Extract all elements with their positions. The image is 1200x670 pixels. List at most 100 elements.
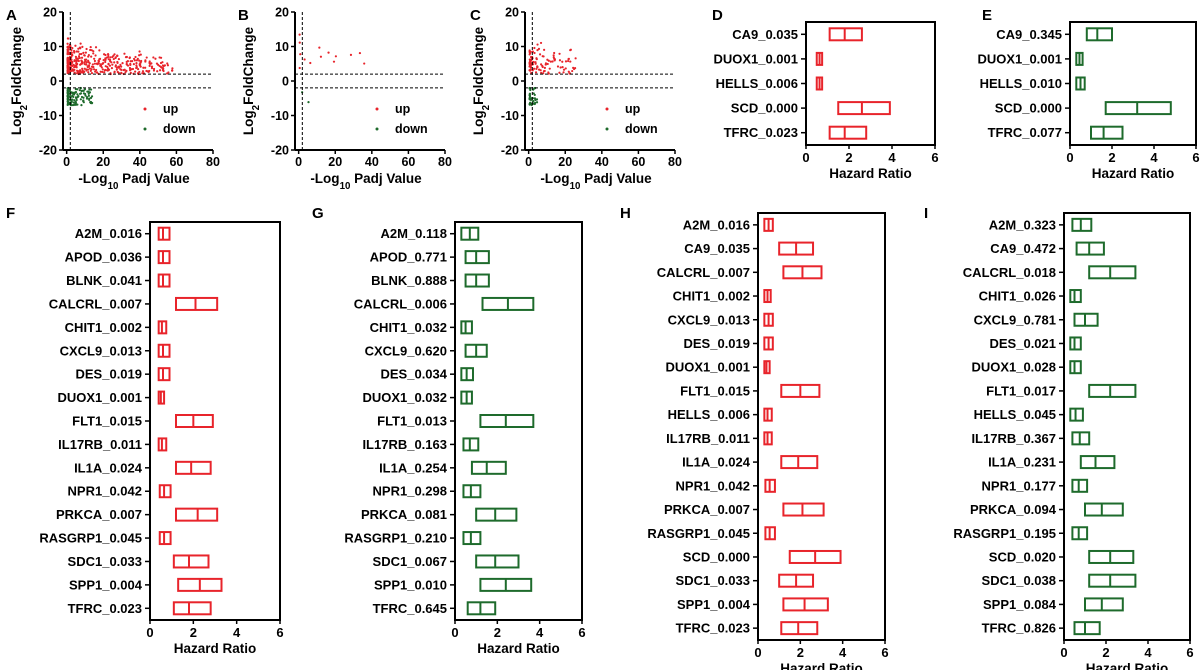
x-tick-label: 2 — [1102, 645, 1109, 660]
x-tick-label: 4 — [1144, 645, 1152, 660]
down-point — [528, 86, 531, 90]
y-axis-title-part-2: FoldChange — [241, 26, 256, 104]
up-point — [540, 71, 543, 74]
hr-box — [175, 507, 219, 522]
x-tick-label: 6 — [276, 625, 283, 640]
up-point — [114, 65, 117, 68]
up-point — [535, 67, 538, 70]
gene-label: IL17RB_0.011 — [58, 437, 142, 452]
up-point — [77, 55, 81, 58]
gene-label: DUOX1_0.028 — [971, 360, 1056, 375]
down-point — [533, 102, 536, 106]
up-point — [101, 62, 105, 65]
up-point — [138, 64, 141, 67]
up-point — [100, 66, 103, 69]
gene-label: FLT1_0.017 — [986, 383, 1056, 398]
gene-label: TFRC_0.826 — [982, 621, 1056, 636]
up-point — [120, 65, 123, 68]
down-point — [87, 92, 90, 95]
up-point — [83, 67, 86, 70]
gene-label: RASGRP1_0.210 — [344, 531, 447, 546]
down-point — [82, 101, 85, 104]
up-point — [543, 66, 546, 69]
up-point — [546, 58, 549, 61]
up-point — [349, 53, 353, 56]
up-point — [537, 47, 541, 50]
up-point — [94, 54, 97, 57]
gene-label: TFRC_0.077 — [988, 125, 1062, 140]
gene-label: HELLS_0.045 — [974, 407, 1056, 422]
y-tick-label: -20 — [501, 144, 519, 158]
hr-box — [1073, 621, 1101, 636]
x-tick-label: 60 — [631, 155, 645, 169]
x-tick-label: 40 — [595, 155, 609, 169]
gene-label: CXCL9_0.781 — [974, 312, 1056, 327]
up-point — [123, 52, 126, 55]
gene-label: SPP1_0.010 — [374, 577, 447, 592]
gene-label: A2M_0.118 — [381, 226, 448, 241]
down-point — [528, 103, 531, 106]
up-point — [66, 60, 69, 63]
x-axis-title: Hazard Ratio — [174, 641, 257, 656]
up-point — [528, 69, 531, 72]
up-point — [533, 51, 536, 55]
gene-label: FLT1_0.015 — [72, 414, 142, 429]
hr-box — [1069, 336, 1082, 351]
gene-label: CALCRL_0.007 — [49, 296, 142, 311]
up-point — [96, 63, 99, 66]
gene-label: CALCRL_0.018 — [963, 265, 1056, 280]
x-axis-title-part-0: -Log — [540, 171, 569, 186]
x-axis-title: -Log10 Padj Value — [78, 171, 190, 192]
hr-box — [172, 554, 210, 569]
up-point — [564, 60, 568, 63]
up-point — [66, 37, 69, 40]
hr-box — [1073, 312, 1099, 327]
up-point — [559, 66, 562, 69]
y-axis-title-part-0: Log — [241, 110, 256, 135]
up-point — [136, 68, 140, 71]
up-point — [154, 57, 157, 60]
x-tick-label: 0 — [146, 625, 153, 640]
up-point — [114, 56, 117, 60]
gene-label: DUOX1_0.001 — [665, 360, 750, 375]
up-point — [87, 59, 90, 62]
up-point — [111, 63, 114, 66]
down-point — [77, 95, 80, 98]
up-point — [117, 71, 120, 75]
gene-label: IL1A_0.024 — [682, 455, 751, 470]
panel-letter: I — [924, 205, 928, 222]
hr-box — [460, 320, 473, 335]
up-point — [139, 53, 142, 56]
legend-up-label: up — [163, 102, 179, 116]
up-point — [573, 67, 577, 70]
gene-label: DES_0.019 — [76, 367, 143, 382]
up-point — [101, 70, 104, 74]
hr-box — [1088, 573, 1137, 588]
up-point — [76, 57, 79, 60]
down-point — [529, 97, 532, 100]
x-axis-title: Hazard Ratio — [1086, 661, 1169, 670]
up-point — [125, 62, 128, 66]
hr-box — [1104, 101, 1172, 116]
up-point — [85, 69, 88, 72]
gene-label: SCD_0.000 — [995, 101, 1062, 116]
up-point — [82, 51, 85, 54]
hr-box — [1088, 549, 1135, 564]
gene-label: APOD_0.771 — [370, 250, 447, 265]
y-axis-title-part-1: 2 — [19, 104, 30, 110]
gene-label: SCD_0.020 — [989, 549, 1056, 564]
data-points — [298, 33, 366, 104]
up-point — [83, 63, 86, 66]
panel-letter: E — [982, 7, 992, 24]
hr-box — [158, 484, 172, 499]
up-point — [92, 52, 95, 55]
gene-label: SCD_0.000 — [683, 549, 750, 564]
up-point — [159, 61, 163, 65]
x-tick-label: 2 — [190, 625, 197, 640]
up-point — [66, 67, 69, 70]
down-point — [85, 97, 89, 100]
down-point — [67, 102, 70, 105]
gene-label: FLT1_0.013 — [377, 414, 447, 429]
down-point — [80, 104, 83, 107]
x-tick-label: 60 — [401, 155, 415, 169]
